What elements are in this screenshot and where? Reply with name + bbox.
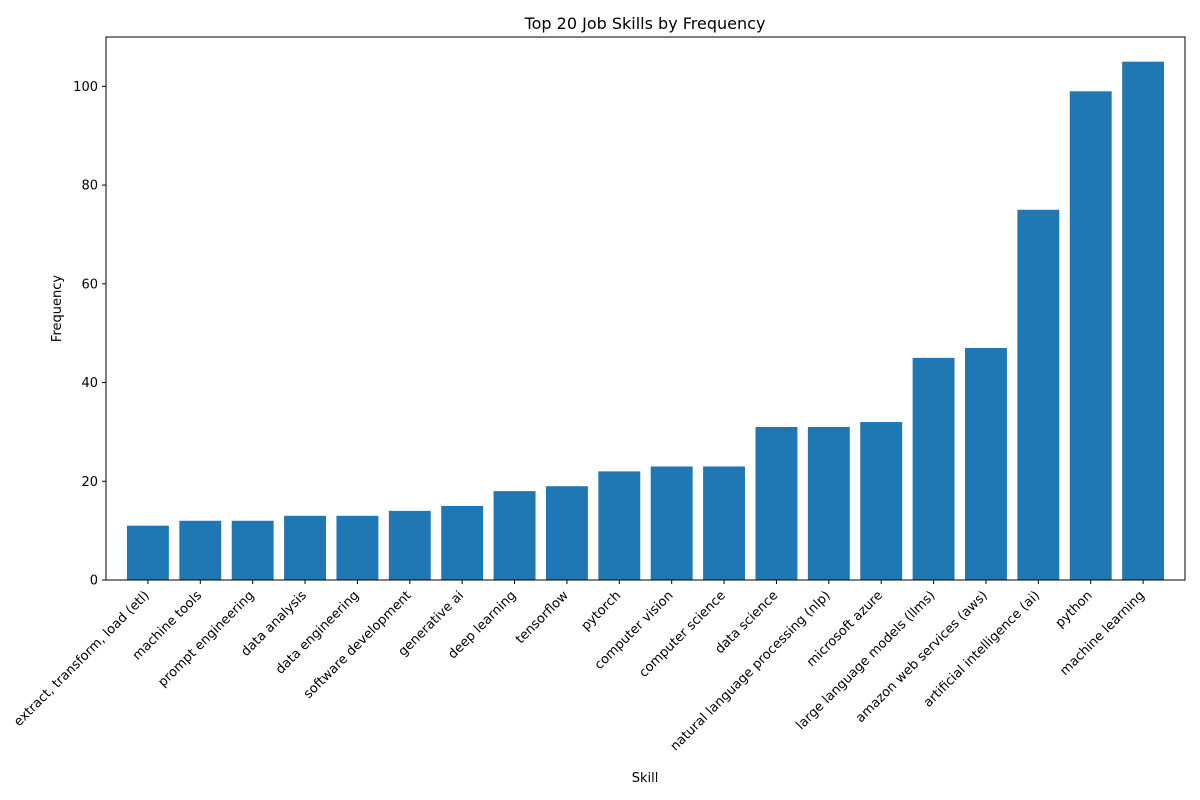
bar xyxy=(1017,209,1060,581)
bar xyxy=(807,426,850,580)
y-tick-label: 80 xyxy=(81,179,98,194)
y-tick-label: 20 xyxy=(81,475,98,490)
bar xyxy=(755,426,798,580)
y-tick-label: 40 xyxy=(81,376,98,391)
bar xyxy=(912,357,955,580)
bar xyxy=(1122,61,1165,580)
bar xyxy=(493,491,536,580)
bar xyxy=(1069,91,1112,581)
bar xyxy=(126,525,169,580)
bar xyxy=(598,471,641,580)
y-axis: 0 20 40 60 80 100 xyxy=(73,80,106,589)
bar xyxy=(860,422,903,580)
bar xyxy=(965,347,1007,580)
bar xyxy=(336,515,379,580)
y-tick-label: 0 xyxy=(90,574,98,589)
bar xyxy=(179,520,222,580)
y-tick-label: 100 xyxy=(73,80,98,95)
plot-frame xyxy=(105,36,1186,581)
bar xyxy=(231,520,274,580)
bar xyxy=(650,466,693,580)
y-tick-label: 60 xyxy=(81,277,98,292)
y-axis-label: Frequency xyxy=(50,275,65,342)
bar xyxy=(441,505,484,580)
bar xyxy=(388,510,431,580)
x-axis-label: Skill xyxy=(632,771,659,786)
bars-group xyxy=(126,61,1165,581)
bar xyxy=(703,466,746,580)
chart-title: Top 20 Job Skills by Frequency xyxy=(524,14,766,33)
bar xyxy=(284,515,326,580)
bar xyxy=(545,486,588,580)
